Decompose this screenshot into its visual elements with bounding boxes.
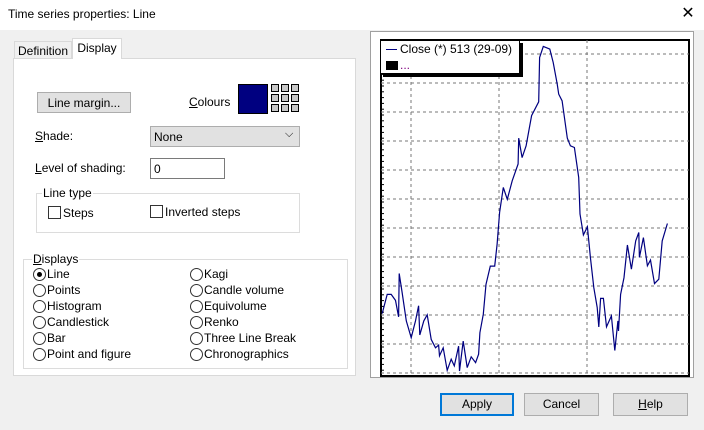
radio-label: Chronographics [204,347,289,361]
radio-label: Candlestick [47,315,110,329]
palette-cell[interactable] [291,94,299,102]
radio-label: Bar [47,331,66,345]
radio-label: Point and figure [47,347,132,361]
cancel-button[interactable]: Cancel [524,393,599,416]
palette-cell[interactable] [281,104,289,112]
radio-label: Candle volume [204,283,285,297]
steps-label: Steps [63,206,94,220]
radio-point-and-figure[interactable] [33,348,46,361]
line-margin-button[interactable]: Line margin... [37,92,131,113]
radio-kagi[interactable] [190,268,203,281]
radio-label: Kagi [204,267,229,281]
palette-cell[interactable] [291,84,299,92]
window-title: Time series properties: Line [8,7,156,21]
tab-definition[interactable]: Definition [14,41,72,59]
palette-cell[interactable] [271,94,279,102]
apply-button[interactable]: Apply [440,393,514,416]
palette-cell[interactable] [281,94,289,102]
inverted-steps-checkbox[interactable] [150,205,163,218]
legend-fill-swatch [386,61,398,70]
tab-display[interactable]: Display [72,38,122,59]
displays-group [23,259,348,369]
radio-renko[interactable] [190,316,203,329]
help-button[interactable]: Help [613,393,688,416]
radio-label: Histogram [47,299,102,313]
radio-label: Renko [204,315,239,329]
plot-frame [380,39,690,377]
legend-second-label: ... [400,58,411,72]
legend-line-swatch [386,49,397,50]
radio-candlestick[interactable] [33,316,46,329]
help-button-label: Help [638,397,663,411]
radio-three-line-break[interactable] [190,332,203,345]
chart-legend: Close (*) 513 (29-09) ... [380,40,520,74]
line-type-label: Line type [42,186,93,200]
close-icon[interactable]: ✕ [681,5,695,22]
radio-label: Line [47,267,70,281]
palette-cell[interactable] [271,84,279,92]
radio-label: Three Line Break [204,331,297,345]
radio-line[interactable] [33,268,46,281]
radio-candle-volume[interactable] [190,284,203,297]
shade-label: Shade: [35,129,74,143]
radio-chronographics[interactable] [190,348,203,361]
shade-dropdown[interactable]: None ⌵ [150,126,300,147]
radio-label: Equivolume [204,299,267,313]
radio-label: Points [47,283,81,297]
palette-cell[interactable] [271,104,279,112]
series-line-close [381,45,668,373]
steps-checkbox[interactable] [48,206,61,219]
chart-preview [370,31,694,378]
palette-cell[interactable] [291,104,299,112]
inverted-steps-label: Inverted steps [165,205,241,219]
displays-label: Displays [32,252,80,266]
level-label: Level of shading: [35,161,126,175]
selected-colour-swatch[interactable] [238,84,268,114]
radio-points[interactable] [33,284,46,297]
radio-equivolume[interactable] [190,300,203,313]
preview-chart [380,39,690,377]
radio-histogram[interactable] [33,300,46,313]
legend-series-label: Close (*) 513 (29-09) [400,42,513,56]
title-bar: Time series properties: Line ✕ [0,0,704,30]
colours-label: Colours [189,95,231,109]
chevron-down-icon: ⌵ [285,128,294,140]
shade-value: None [154,130,183,144]
radio-bar[interactable] [33,332,46,345]
line-type-group [36,193,300,233]
level-of-shading-input[interactable] [150,158,225,179]
palette-cell[interactable] [281,84,289,92]
